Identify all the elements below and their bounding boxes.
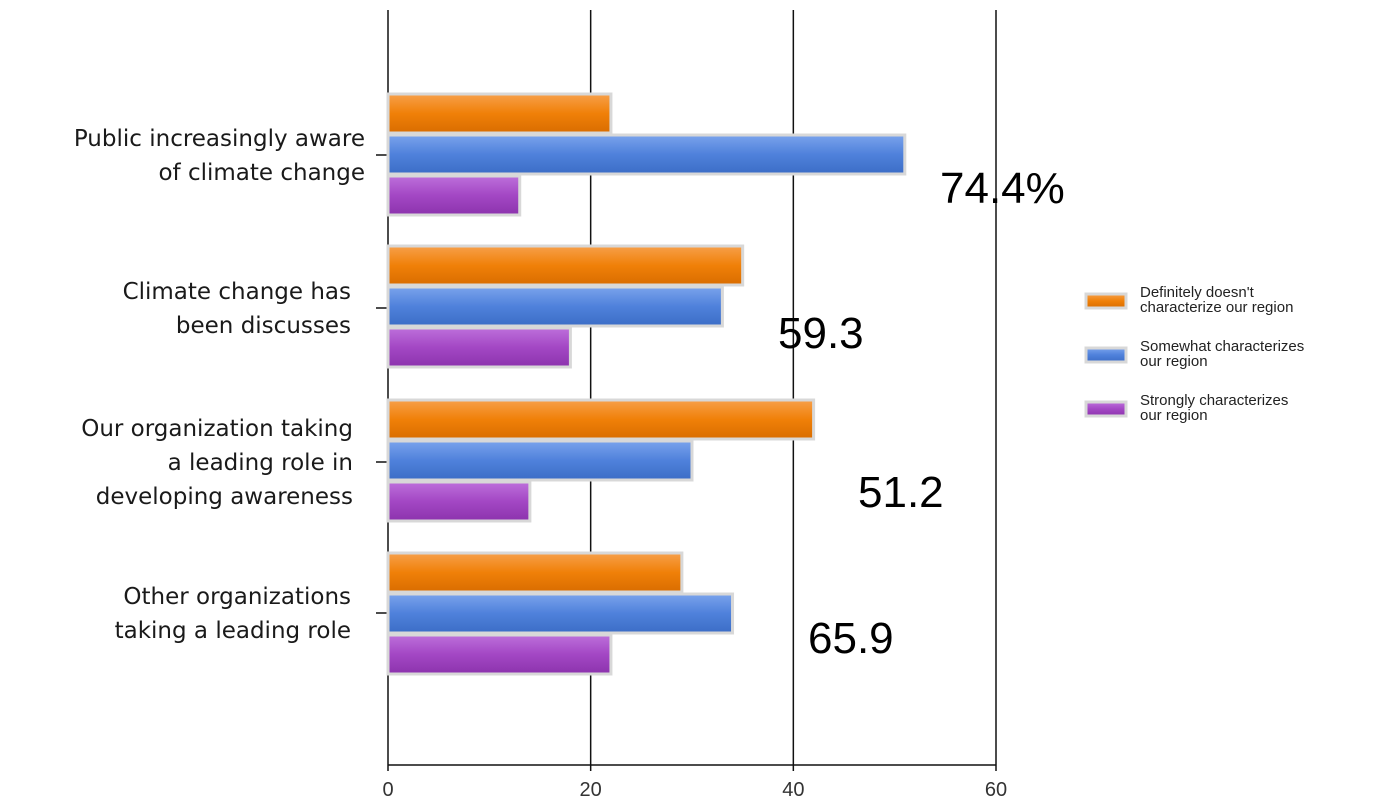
bar-cat3-series2 — [386, 633, 613, 676]
category-label-2-line-1: a leading role in — [168, 450, 353, 476]
annotation-2: 51.2 — [858, 468, 944, 517]
legend-label-2-line-0: Strongly characterizes — [1140, 392, 1288, 409]
bar-cat2-series2 — [386, 480, 532, 523]
annotation-3: 65.9 — [808, 614, 894, 663]
bar-cat2-series0 — [386, 398, 816, 441]
legend-swatch-2 — [1084, 400, 1128, 418]
legend-label-0-line-1: characterize our region — [1140, 299, 1293, 316]
bar-cat0-series2 — [386, 174, 522, 217]
legend-label-1-line-0: Somewhat characterizes — [1140, 338, 1304, 355]
bar-cat0-series0 — [386, 92, 613, 135]
category-label-2-line-0: Our organization taking — [81, 416, 353, 442]
bar-cat1-series2 — [386, 326, 572, 369]
legend-swatch-1 — [1084, 346, 1128, 364]
bar-cat3-series0 — [386, 551, 684, 594]
category-label-1-line-0: Climate change has — [123, 279, 351, 305]
legend-swatch-0 — [1084, 292, 1128, 310]
labels-layer: 0 20 40 60 Public increasingly aware of clima… — [74, 126, 1065, 801]
bars-layer — [386, 92, 907, 676]
x-tick-label-60: 60 — [985, 779, 1007, 801]
bar-cat0-series1 — [386, 133, 907, 176]
annotation-0: 74.4% — [940, 164, 1065, 213]
category-label-0-line-0: Public increasingly aware — [74, 126, 365, 152]
legend-label-2-line-1: our region — [1140, 407, 1208, 424]
x-tick-label-40: 40 — [782, 779, 804, 801]
annotation-1: 59.3 — [778, 309, 864, 358]
bar-cat1-series1 — [386, 285, 724, 328]
category-label-1-line-1: been discusses — [176, 313, 351, 339]
legend-label-0-line-0: Definitely doesn't — [1140, 284, 1255, 301]
category-label-3-line-1: taking a leading role — [115, 618, 351, 644]
category-label-3-line-0: Other organizations — [123, 584, 351, 610]
bar-cat2-series1 — [386, 439, 694, 482]
x-tick-label-0: 0 — [382, 779, 393, 801]
category-label-2-line-2: developing awareness — [96, 484, 353, 510]
x-tick-label-20: 20 — [580, 779, 602, 801]
legend-label-1-line-1: our region — [1140, 353, 1208, 370]
bar-cat3-series1 — [386, 592, 735, 635]
category-label-0-line-1: of climate change — [158, 160, 365, 186]
bar-cat1-series0 — [386, 244, 745, 287]
